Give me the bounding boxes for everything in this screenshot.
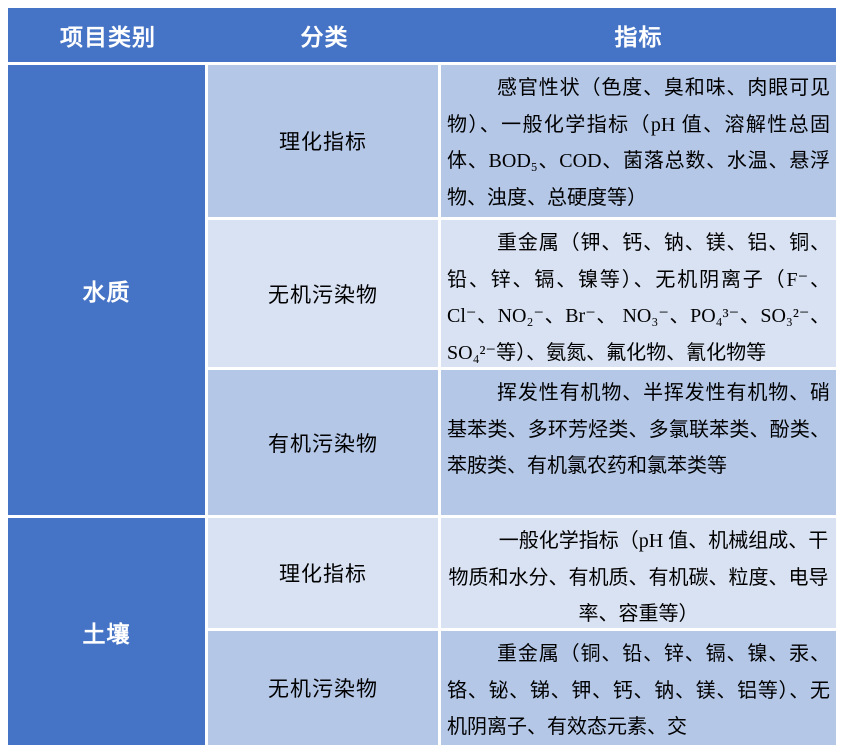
indicator-cell-water-organic: 挥发性有机物、半挥发性有机物、硝基苯类、多环芳烃类、多氯联苯类、酚类、苯胺类、有… — [441, 370, 836, 515]
category-cell-water-quality: 水质 — [8, 65, 205, 515]
indicator-cell-soil-inorganic: 重金属（铜、铅、锌、镉、镍、汞、铬、铋、锑、钾、钙、钠、镁、铝等）、无机阴离子、… — [441, 631, 836, 745]
indicator-cell-water-inorganic: 重金属（钾、钙、钠、镁、铝、铜、铅、锌、镉、镍等）、无机阴离子（F⁻、Cl⁻、N… — [441, 220, 836, 367]
classification-cell-water-organic: 有机污染物 — [208, 370, 438, 515]
table-body: 水质 理化指标 感官性状（色度、臭和味、肉眼可见物）、一般化学指标（pH 值、溶… — [8, 65, 836, 745]
category-cell-soil: 土壤 — [8, 518, 205, 745]
indicator-cell-soil-physicochemical: 一般化学指标（pH 值、机械组成、干物质和水分、有机质、有机碳、粒度、电导率、容… — [441, 518, 836, 628]
header-cell-project-category: 项目类别 — [60, 25, 156, 50]
classification-cell-water-inorganic: 无机污染物 — [208, 220, 438, 367]
table-header-row: 项目类别 分类 指标 — [8, 8, 836, 62]
header-cell-indicator: 指标 — [614, 25, 663, 50]
classification-cell-soil-inorganic: 无机污染物 — [208, 631, 438, 745]
classification-cell-soil-physicochemical: 理化指标 — [208, 518, 438, 628]
indicator-cell-water-physicochemical: 感官性状（色度、臭和味、肉眼可见物）、一般化学指标（pH 值、溶解性总固体、BO… — [441, 65, 836, 217]
classification-cell-water-physicochemical: 理化指标 — [208, 65, 438, 217]
header-cell-classification: 分类 — [300, 25, 349, 50]
